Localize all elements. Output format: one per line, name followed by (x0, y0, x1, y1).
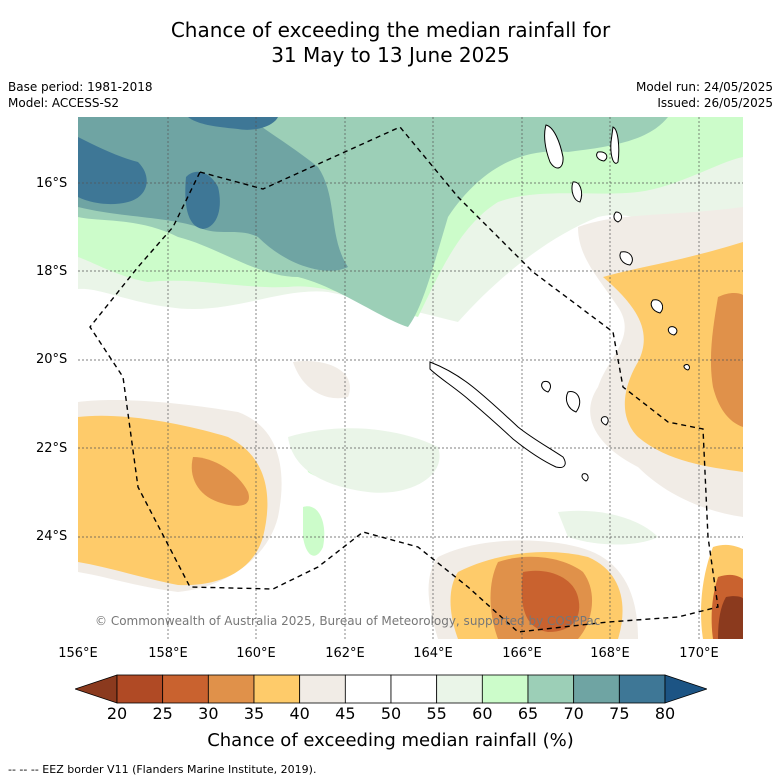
colorbar-tick-label: 35 (243, 704, 265, 723)
region-25-30-south (521, 570, 580, 632)
issued-date: Issued: 26/05/2025 (657, 96, 773, 110)
vanuatu-aneityum (667, 326, 678, 336)
lat-label-24s: 24°S (36, 529, 68, 544)
eez-footnote: -- -- -- EEZ border V11 (Flanders Marine… (8, 763, 317, 776)
lon-label-168e: 168°E (590, 646, 630, 661)
copyright-notice: © Commonwealth of Australia 2025, Bureau… (95, 614, 601, 628)
lon-label-160e: 160°E (236, 646, 276, 661)
region-55-60-patch (288, 428, 440, 493)
meta-left: Base period: 1981-2018 Model: ACCESS-S2 (8, 79, 153, 111)
vanuatu-tanna (650, 299, 664, 314)
lat-label-20s: 20°S (36, 352, 68, 367)
loyalty-island-2 (565, 391, 581, 413)
region-40-45-patch (293, 361, 350, 399)
isle-of-pines (581, 473, 589, 482)
vanuatu-island-b (610, 126, 620, 164)
region-60-65-patch-2 (303, 506, 325, 556)
vanuatu-malekula (571, 181, 583, 203)
new-caledonia-island (429, 361, 566, 468)
colorbar-tick-label: 30 (198, 704, 219, 723)
colorbar-bin (390, 674, 438, 704)
model-name: Model: ACCESS-S2 (8, 96, 120, 110)
meta-right: Model run: 24/05/2025 Issued: 26/05/2025 (636, 79, 773, 111)
lon-label-156e: 156°E (58, 646, 98, 661)
region-35-40-east (603, 242, 743, 472)
base-period: Base period: 1981-2018 (8, 80, 153, 94)
colorbar-tick-label: 80 (654, 704, 676, 723)
colorbar-bin (253, 674, 301, 704)
region-30-35-west (191, 457, 249, 506)
colorbar-bin (481, 674, 529, 704)
model-run: Model run: 24/05/2025 (635, 80, 773, 94)
colorbar-bin (618, 674, 666, 704)
colorbar-tick-label: 25 (152, 704, 173, 723)
vanuatu-efate (613, 211, 623, 223)
colorbar-bin (436, 674, 483, 704)
colorbar-bin (527, 674, 575, 704)
lat-label-16s: 16°S (36, 176, 68, 191)
colorbar-bin (162, 674, 209, 704)
vanuatu-island-a (596, 151, 608, 162)
colorbar-tick-label: 60 (472, 704, 493, 723)
vanuatu-erromango (619, 251, 633, 266)
legend-title: Chance of exceeding median rainfall (%) (207, 730, 574, 751)
colorbar-bin (344, 674, 392, 704)
region-75-80-north-2 (188, 117, 278, 130)
colorbar-bin (573, 674, 620, 704)
colorbar-bin (299, 674, 346, 704)
region-20-25-se (718, 596, 743, 639)
colorbar-tick-label: 65 (517, 704, 539, 723)
vanuatu-espiritu-santo (544, 124, 564, 169)
colorbar-tick-label: 75 (609, 704, 630, 723)
region-75-80-north (78, 137, 147, 205)
region-75-80-north-3 (185, 171, 220, 229)
title-line-2: 31 May to 13 June 2025 (271, 43, 510, 67)
lon-label-158e: 158°E (148, 646, 188, 661)
graticule (78, 117, 743, 639)
lat-label-18s: 18°S (36, 264, 68, 279)
lat-label-22s: 22°S (36, 441, 68, 456)
colorbar (75, 674, 707, 704)
colorbar-bin (116, 674, 164, 704)
colorbar-tick-label: 45 (335, 704, 356, 723)
colorbar-bin (207, 674, 255, 704)
region-55-60-patch-2 (558, 510, 658, 545)
lon-label-166e: 166°E (502, 646, 542, 661)
colorbar-tick-label: 20 (106, 704, 128, 723)
map-title: Chance of exceeding the median rainfall … (0, 18, 781, 68)
lon-label-162e: 162°E (325, 646, 365, 661)
title-line-1: Chance of exceeding the median rainfall … (170, 18, 611, 42)
colorbar-arrow-low (75, 674, 118, 704)
colorbar-tick-label: 55 (426, 704, 447, 723)
colorbar-arrow-high (664, 674, 707, 704)
lon-label-170e: 170°E (679, 646, 719, 661)
colorbar-tick-label: 40 (289, 704, 310, 723)
colorbar-tick-label: 70 (563, 704, 584, 723)
lon-label-164e: 164°E (413, 646, 453, 661)
matthew-island (683, 364, 690, 371)
region-35-40-west (78, 415, 268, 586)
rainfall-map (78, 117, 743, 639)
loyalty-island-3 (600, 416, 609, 426)
colorbar-tick-label: 50 (380, 704, 402, 723)
loyalty-island-1 (541, 380, 551, 393)
